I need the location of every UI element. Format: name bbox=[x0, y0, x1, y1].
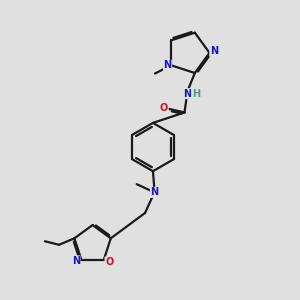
Text: N: N bbox=[164, 60, 172, 70]
Text: N: N bbox=[183, 88, 191, 99]
Text: N: N bbox=[210, 46, 218, 56]
Text: O: O bbox=[105, 257, 113, 267]
Text: O: O bbox=[160, 103, 168, 113]
Text: N: N bbox=[150, 188, 158, 197]
Text: N: N bbox=[72, 256, 80, 266]
Text: H: H bbox=[192, 88, 200, 99]
